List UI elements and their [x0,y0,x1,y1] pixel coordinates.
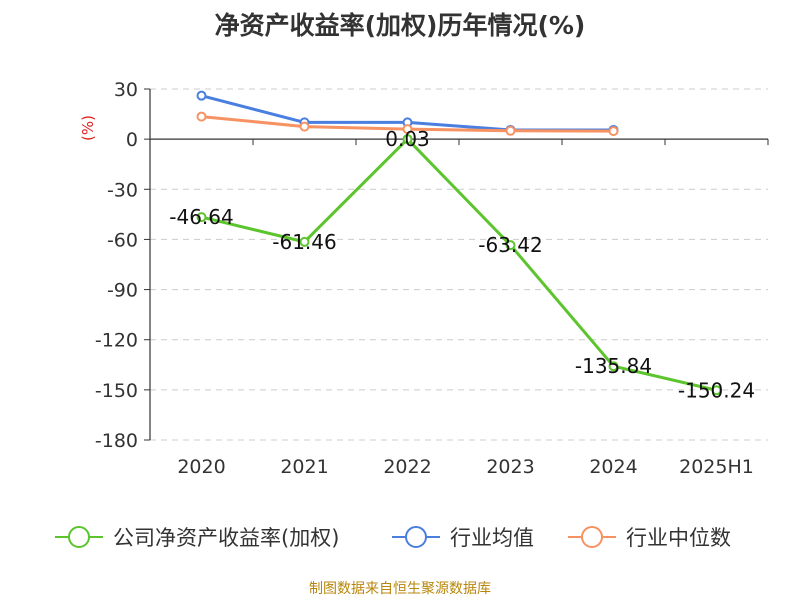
legend-marker [68,526,90,548]
chart-title: 净资产收益率(加权)历年情况(%) [214,11,586,40]
data-label: -135.84 [575,354,652,378]
y-tick-label: 30 [114,79,138,101]
data-point [505,240,516,251]
data-point [505,125,516,136]
x-tick-label: 2021 [280,456,328,478]
x-tick-label: 2025H1 [679,456,754,478]
y-tick-label: -150 [95,380,138,402]
x-tick-label: 2020 [177,456,225,478]
legend-marker [405,526,427,548]
y-tick-label: -90 [107,280,138,302]
data-point [196,111,207,122]
data-point [402,124,413,135]
legend-item: 行业均值 [392,526,534,550]
data-point [608,361,619,372]
data-point [299,121,310,132]
x-tick-label: 2024 [589,456,637,478]
y-tick-label: -120 [95,330,138,352]
legend-item: 公司净资产收益率(加权) [55,526,339,550]
data-label: -46.64 [169,205,233,229]
legend-label: 行业均值 [450,526,534,550]
data-point [196,90,207,101]
data-point [196,212,207,223]
y-tick-label: -60 [107,229,138,251]
data-point [299,236,310,247]
data-point [711,385,722,396]
y-axis-unit-label: (%) [79,115,97,141]
series-line-0 [201,137,717,392]
legend-label: 行业中位数 [626,526,731,550]
source-note: 制图数据来自恒生聚源数据库 [309,581,491,597]
data-point [608,126,619,137]
data-label: 0.03 [385,127,430,151]
data-label: -150.24 [678,378,755,402]
y-tick-label: -180 [95,430,138,452]
y-tick-label: -30 [107,179,138,201]
y-tick-label: 0 [126,129,138,151]
x-tick-label: 2022 [383,456,431,478]
data-point [402,134,413,145]
legend-label: 公司净资产收益率(加权) [113,526,339,550]
data-label: -61.46 [272,230,336,254]
data-label: -63.42 [478,233,542,257]
x-tick-label: 2023 [486,456,534,478]
legend-marker [581,526,603,548]
legend-item: 行业中位数 [568,526,731,550]
